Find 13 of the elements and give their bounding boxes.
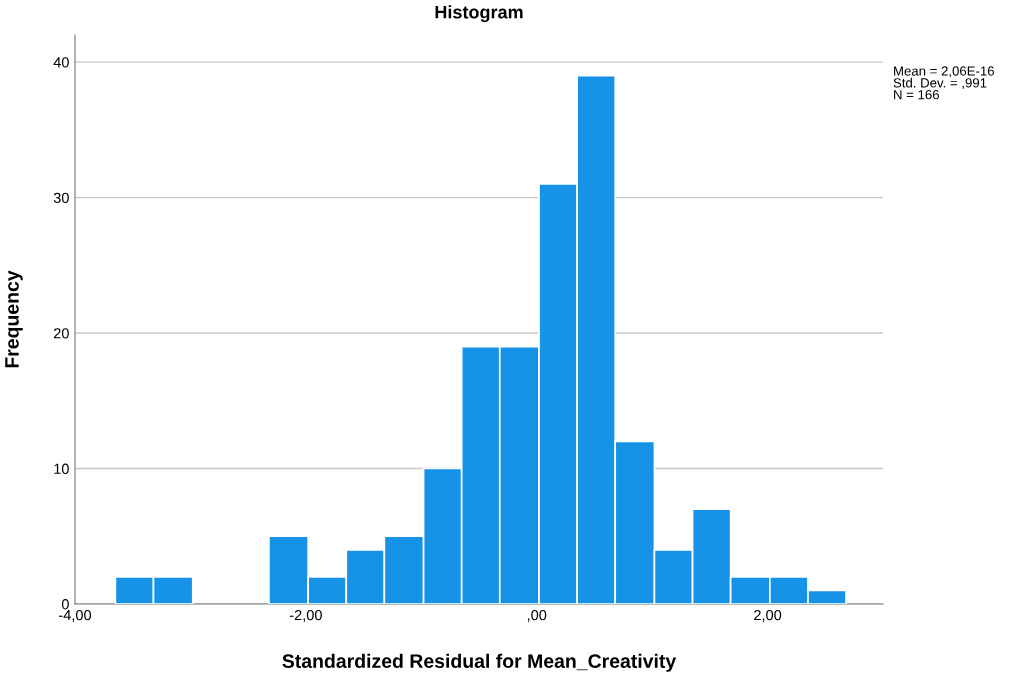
- y-tick-label: 30: [53, 192, 69, 203]
- y-tick-label: 20: [53, 328, 69, 339]
- y-tick-label: 0: [61, 599, 69, 610]
- y-tick-label: 10: [54, 463, 69, 474]
- y-tick-label: 40: [53, 57, 69, 68]
- x-tick-label: 2,00: [754, 609, 782, 622]
- x-axis-title: Standardized Residual for Mean_Creativity: [282, 653, 677, 672]
- x-tick-label: -4,00: [59, 609, 92, 622]
- y-axis-title: Frequency: [5, 270, 23, 368]
- x-tick-label: ,00: [527, 609, 547, 622]
- text: Mean = 2,06E-16 Std. Dev. = ,991 N = 166: [893, 66, 995, 100]
- chart-title: Histogram: [435, 5, 523, 23]
- x-tick-label: -2,00: [289, 609, 322, 622]
